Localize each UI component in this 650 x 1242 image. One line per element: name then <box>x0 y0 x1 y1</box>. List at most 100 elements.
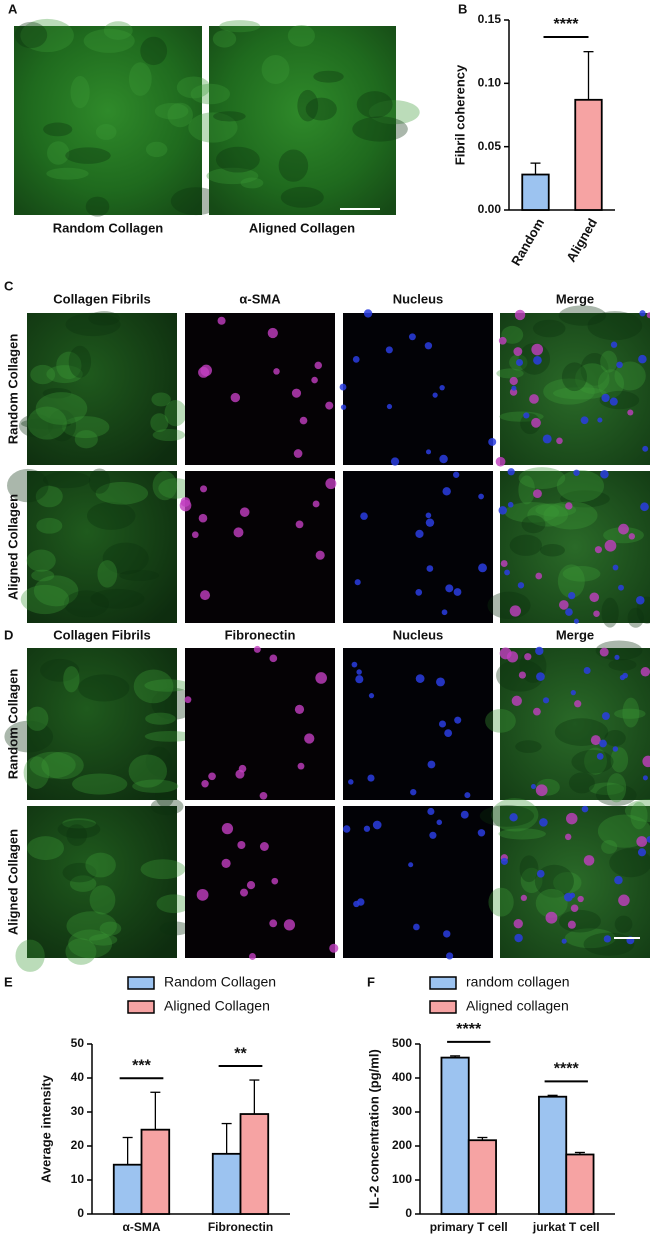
column-header: Merge <box>556 627 594 642</box>
texture <box>85 852 116 878</box>
texture <box>614 708 646 719</box>
texture <box>560 490 610 508</box>
cell <box>593 610 600 618</box>
texture <box>46 167 89 180</box>
nucleus <box>368 693 375 699</box>
texture <box>543 501 598 530</box>
texture <box>68 929 113 959</box>
nucleus <box>533 356 542 365</box>
texture <box>603 527 644 544</box>
bar <box>112 1163 143 1215</box>
texture <box>614 915 633 933</box>
texture <box>176 76 211 99</box>
texture <box>499 411 544 422</box>
texture <box>534 864 574 898</box>
y-tick-label: 300 <box>392 1104 412 1118</box>
cell <box>520 894 527 901</box>
cell <box>248 953 256 960</box>
cell <box>325 478 337 490</box>
nucleus <box>439 384 445 391</box>
nucleus <box>500 857 508 865</box>
texture <box>280 186 324 208</box>
cell <box>509 605 521 617</box>
nucleus <box>570 689 576 696</box>
texture <box>509 534 543 556</box>
nucleus <box>614 654 620 660</box>
cell <box>200 364 212 377</box>
texture <box>78 674 130 702</box>
x-tick-label: α-SMA <box>122 1220 160 1234</box>
cell <box>200 590 211 601</box>
nucleus <box>507 468 515 476</box>
panel-label: E <box>4 974 13 989</box>
bar <box>574 98 603 211</box>
texture <box>601 597 619 628</box>
cell <box>237 840 246 850</box>
texture <box>41 751 84 780</box>
nucleus <box>415 529 424 538</box>
texture <box>29 751 76 779</box>
nucleus <box>372 820 382 830</box>
texture <box>4 720 54 753</box>
texture <box>150 797 184 816</box>
cell <box>221 822 234 835</box>
image-label: Random Collagen <box>53 220 164 235</box>
column-header: Nucleus <box>393 291 444 306</box>
texture <box>164 400 187 427</box>
texture <box>561 362 587 392</box>
row-label: Random Collagen <box>5 669 20 780</box>
nucleus <box>454 716 462 724</box>
texture <box>558 305 607 326</box>
y-tick-label: 400 <box>392 1070 412 1084</box>
cell <box>564 833 572 841</box>
texture <box>553 871 582 894</box>
nucleus <box>363 825 371 832</box>
texture <box>68 345 92 378</box>
nucleus <box>340 404 347 410</box>
cell <box>235 769 245 779</box>
nucleus <box>427 760 436 769</box>
cell <box>514 309 526 321</box>
nucleus <box>424 342 433 350</box>
nucleus <box>618 584 624 591</box>
texture <box>18 414 54 438</box>
texture <box>488 887 514 917</box>
cell <box>498 336 507 345</box>
cell <box>533 707 541 716</box>
nucleus <box>596 753 604 760</box>
texture <box>102 542 149 575</box>
texture <box>23 756 50 789</box>
micrograph <box>27 806 177 958</box>
nucleus <box>580 416 589 425</box>
nucleus <box>488 437 497 446</box>
cell <box>545 911 558 924</box>
micrograph <box>185 806 335 958</box>
texture <box>95 481 149 505</box>
texture <box>90 588 145 609</box>
nucleus <box>429 831 437 839</box>
cell <box>221 858 231 868</box>
nucleus <box>581 805 589 813</box>
texture <box>518 467 566 489</box>
texture <box>63 590 109 618</box>
texture <box>213 111 246 122</box>
bar <box>467 1139 497 1215</box>
nucleus <box>568 591 576 600</box>
texture <box>57 819 101 839</box>
texture <box>26 549 56 572</box>
texture <box>155 779 175 808</box>
legend-label: random collagen <box>466 974 570 990</box>
cell <box>240 888 249 897</box>
nucleus <box>426 565 434 572</box>
cell <box>628 533 636 540</box>
texture <box>66 824 88 846</box>
nucleus <box>453 588 462 596</box>
texture <box>66 911 117 941</box>
cell <box>640 667 650 677</box>
texture <box>156 894 192 914</box>
nucleus <box>583 667 591 675</box>
nucleus <box>408 862 414 868</box>
texture <box>27 836 65 861</box>
micrograph <box>343 648 493 800</box>
cell <box>556 437 563 445</box>
